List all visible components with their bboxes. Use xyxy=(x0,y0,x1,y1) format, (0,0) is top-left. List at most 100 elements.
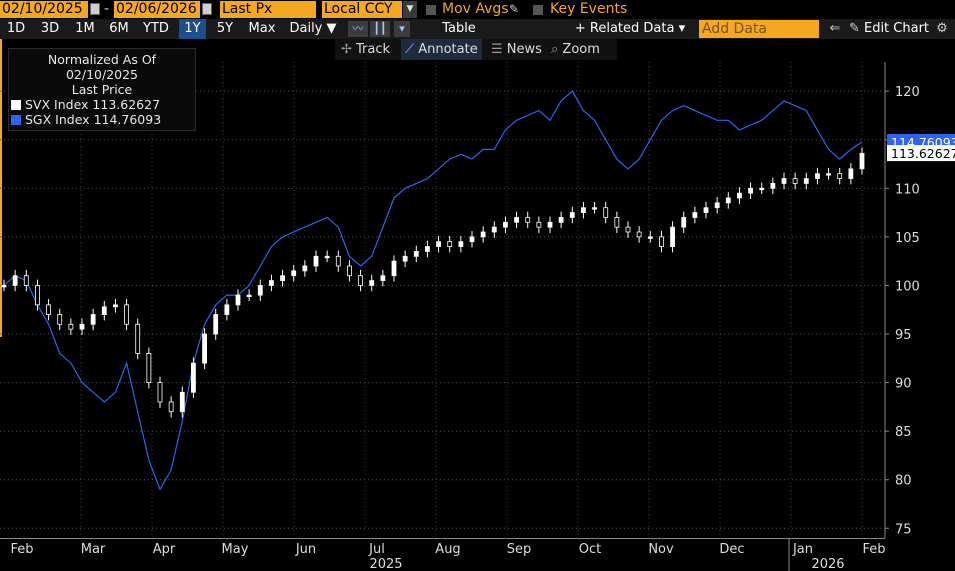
svx-candle-body xyxy=(235,294,241,306)
x-tick-label: Mar xyxy=(81,542,106,557)
x-tick-label: Jan xyxy=(792,542,813,557)
x-tick-label: Feb xyxy=(862,542,885,557)
svx-candle-body xyxy=(480,231,486,238)
svx-candle-body xyxy=(581,207,586,213)
svx-candle-body xyxy=(647,236,653,239)
svx-candle-body xyxy=(436,241,441,247)
edit-chart-button[interactable]: ✎ Edit Chart xyxy=(848,19,930,39)
chart-tools-bar: ✢ Track ⟋ Annotate ☰ News ⌕ Zoom xyxy=(335,39,617,60)
frequency-selector[interactable]: Daily ▼ xyxy=(289,21,337,36)
svx-candle-body xyxy=(57,314,63,325)
date-separator: - xyxy=(104,1,110,17)
svx-candle-body xyxy=(257,285,263,296)
svx-candle-body xyxy=(46,304,51,315)
start-calendar-icon[interactable] xyxy=(90,3,100,15)
svx-candle-body xyxy=(191,362,196,393)
period-1y[interactable]: 1Y xyxy=(179,19,206,39)
gear-icon[interactable]: ⚙ xyxy=(936,21,948,36)
svx-candle-body xyxy=(1,285,7,288)
period-ytd[interactable]: YTD xyxy=(143,21,169,36)
start-date-field[interactable]: 02/10/2025 xyxy=(0,1,88,18)
period-6m[interactable]: 6M xyxy=(109,21,129,36)
svx-swatch xyxy=(11,99,21,110)
svx-candle-body xyxy=(391,260,397,277)
line-chart-icon[interactable]: 〰 xyxy=(348,21,368,37)
svx-candle-body xyxy=(269,280,274,286)
track-icon: ✢ xyxy=(341,42,357,57)
legend-svx-name: SVX Index xyxy=(25,97,89,112)
annotate-tool[interactable]: ⟋ Annotate xyxy=(401,39,482,60)
legend-item-svx: SVX Index 113.62627 xyxy=(11,97,193,112)
svx-candle-body xyxy=(447,241,453,247)
svx-candle-body xyxy=(737,192,742,199)
key-events-checkbox[interactable] xyxy=(533,5,543,15)
candlestick-icon[interactable]: ┃┃ xyxy=(370,21,390,37)
arrow-left-icon[interactable]: ⇐ xyxy=(829,21,841,36)
period-3d[interactable]: 3D xyxy=(40,21,60,36)
svx-candle-body xyxy=(90,314,96,325)
svx-candle-body xyxy=(781,178,787,184)
svx-candle-body xyxy=(636,231,642,238)
svx-candle-body xyxy=(491,226,497,233)
svx-candle-body xyxy=(168,401,174,413)
svx-candle-body xyxy=(759,187,765,191)
zoom-tool[interactable]: ⌕ Zoom xyxy=(551,39,600,60)
svx-candle-body xyxy=(725,197,731,204)
add-data-input[interactable]: Add Data xyxy=(699,20,819,38)
pencil-icon[interactable]: ✎ xyxy=(509,2,520,16)
svx-candle-body xyxy=(12,275,18,286)
svx-candle-body xyxy=(748,187,753,194)
zoom-icon: ⌕ xyxy=(551,42,563,57)
x-tick-label: Nov xyxy=(648,542,674,557)
currency-selector[interactable]: Local CCY xyxy=(322,1,402,18)
x-tick-label: Apr xyxy=(153,542,176,557)
svx-candle-body xyxy=(179,391,185,413)
news-tool[interactable]: ☰ News xyxy=(491,39,542,60)
svx-candle-body xyxy=(280,275,285,281)
svx-candle-body xyxy=(101,306,107,315)
top-toolbar: 02/10/2025 - 02/06/2026 Last Px Local CC… xyxy=(0,0,955,19)
svx-candle-body xyxy=(302,265,308,272)
mov-avgs-checkbox[interactable] xyxy=(426,5,436,15)
news-icon: ☰ xyxy=(491,42,507,57)
table-button[interactable]: Table xyxy=(442,21,476,36)
key-events-label[interactable]: Key Events xyxy=(550,1,628,17)
svx-candle-body xyxy=(23,275,29,286)
chart-type-dropdown-icon[interactable]: ▾ xyxy=(394,21,410,37)
svx-candle-body xyxy=(614,217,620,228)
end-calendar-icon[interactable] xyxy=(202,3,212,15)
svx-last-value-tag-bg xyxy=(887,145,955,162)
x-tick-label: May xyxy=(222,542,249,557)
zoom-label: Zoom xyxy=(562,42,600,57)
currency-dropdown-icon[interactable]: ▼ xyxy=(403,1,417,18)
year-label-2026: 2026 xyxy=(811,557,844,571)
svx-candle-body xyxy=(714,202,720,209)
field-selector[interactable]: Last Px xyxy=(220,1,316,18)
period-1d[interactable]: 1D xyxy=(6,21,26,36)
svx-candle-body xyxy=(592,207,597,210)
svx-candle-body xyxy=(815,173,820,179)
year-label-2025: 2025 xyxy=(369,557,402,571)
end-date-field[interactable]: 02/06/2026 xyxy=(114,1,200,18)
x-tick-label: Aug xyxy=(435,542,460,557)
mov-avgs-label[interactable]: Mov Avgs xyxy=(442,1,509,17)
svx-candle-body xyxy=(369,280,375,286)
svx-candle-body xyxy=(603,207,609,218)
svx-candle-body xyxy=(569,212,575,218)
period-1m[interactable]: 1M xyxy=(75,21,95,36)
period-max[interactable]: Max xyxy=(248,21,276,36)
svx-candle-body xyxy=(224,304,230,315)
y-tick-label: 90 xyxy=(895,377,912,392)
edit-chart-label: Edit Chart xyxy=(863,21,930,36)
svx-candle-body xyxy=(335,255,341,267)
svx-candle-body xyxy=(826,173,831,176)
svx-last-value-tag-text: 113.62627 xyxy=(891,146,955,161)
svx-candle-body xyxy=(402,255,408,262)
period-5y[interactable]: 5Y xyxy=(216,21,234,36)
track-tool[interactable]: ✢ Track xyxy=(341,39,390,60)
related-data-button[interactable]: + Related Data ▾ xyxy=(574,21,686,36)
svx-candle-body xyxy=(380,275,386,281)
legend-title: Normalized As Of 02/10/2025 xyxy=(47,52,157,82)
period-toolbar: 1D 3D 1M 6M YTD 1Y 5Y Max Daily ▼ 〰 ┃┃ ▾… xyxy=(0,19,955,39)
